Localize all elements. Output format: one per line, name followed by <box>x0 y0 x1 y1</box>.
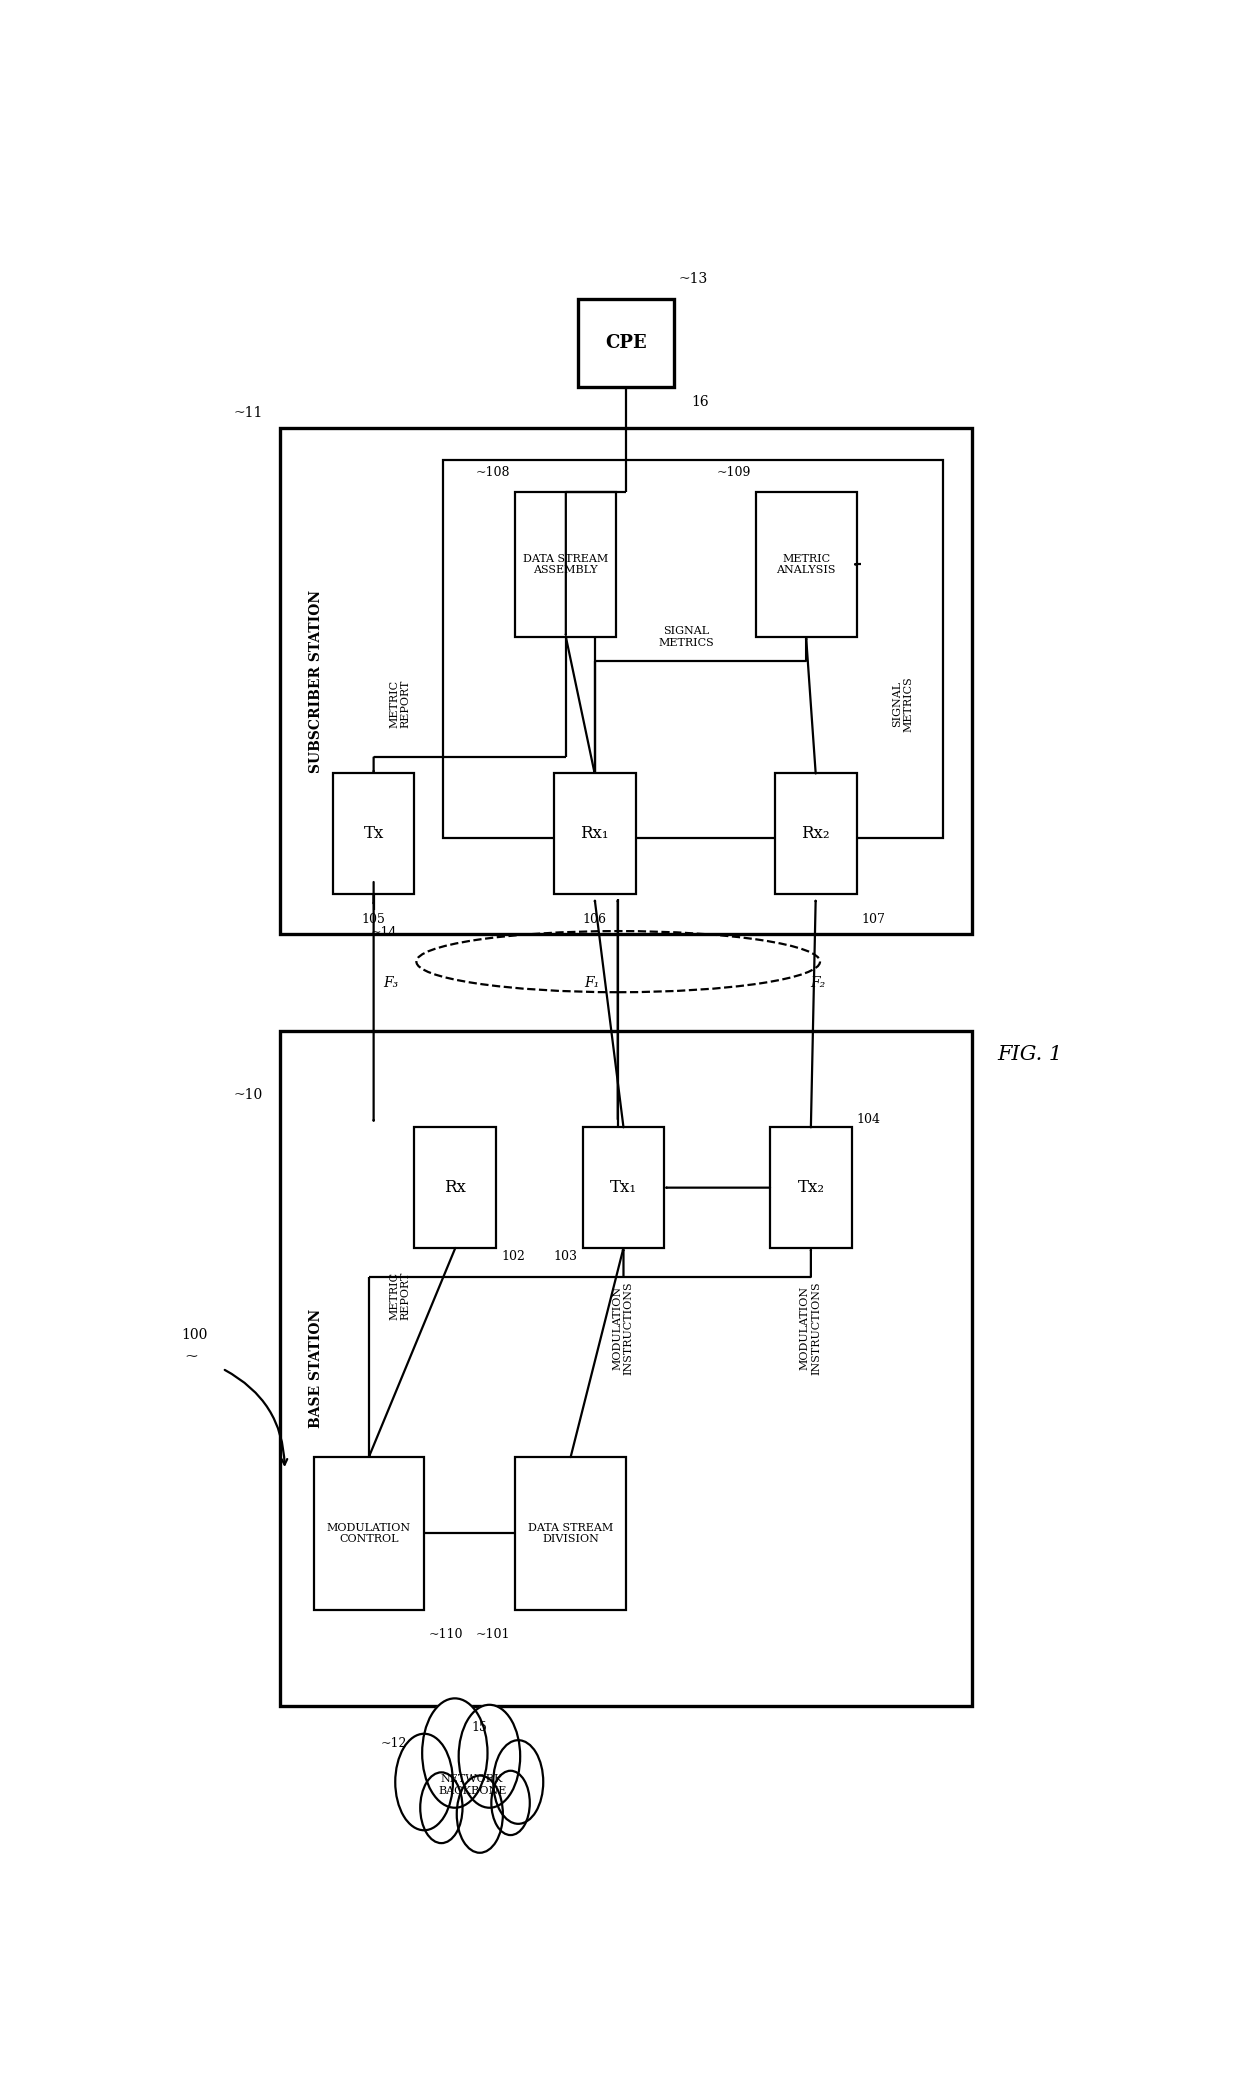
Text: METRIC
REPORT: METRIC REPORT <box>389 681 410 729</box>
Bar <box>332 773 414 894</box>
Text: 107: 107 <box>862 913 885 925</box>
Text: BASE STATION: BASE STATION <box>310 1310 324 1429</box>
Bar <box>755 493 857 637</box>
Text: MODULATION
INSTRUCTIONS: MODULATION INSTRUCTIONS <box>800 1281 821 1375</box>
Circle shape <box>422 1698 487 1807</box>
Text: ~109: ~109 <box>717 466 751 478</box>
Text: 100: 100 <box>181 1329 208 1341</box>
Bar <box>516 493 616 637</box>
Circle shape <box>494 1740 543 1824</box>
Circle shape <box>491 1771 529 1834</box>
Text: 15: 15 <box>472 1721 487 1734</box>
Text: F₁: F₁ <box>584 976 600 990</box>
Text: 102: 102 <box>501 1249 525 1262</box>
Text: ~110: ~110 <box>429 1627 464 1640</box>
Text: ~12: ~12 <box>381 1736 407 1751</box>
Bar <box>583 1128 665 1247</box>
Bar <box>280 1030 972 1707</box>
Text: Rx: Rx <box>444 1178 466 1197</box>
Text: CPE: CPE <box>605 334 647 353</box>
Text: Tx₂: Tx₂ <box>797 1178 825 1197</box>
Text: F₂: F₂ <box>811 976 826 990</box>
Text: Tx₁: Tx₁ <box>610 1178 637 1197</box>
Text: 106: 106 <box>583 913 606 925</box>
Text: METRIC
REPORT: METRIC REPORT <box>389 1272 410 1320</box>
Bar <box>554 773 636 894</box>
Bar <box>414 1128 496 1247</box>
Text: Tx: Tx <box>363 825 384 842</box>
Bar <box>770 1128 852 1247</box>
Text: METRIC
ANALYSIS: METRIC ANALYSIS <box>776 554 836 574</box>
Text: Rx₂: Rx₂ <box>801 825 830 842</box>
Text: F₃: F₃ <box>383 976 398 990</box>
Text: Rx₁: Rx₁ <box>580 825 609 842</box>
Text: 105: 105 <box>362 913 386 925</box>
Text: FIG. 1: FIG. 1 <box>997 1044 1063 1065</box>
Text: ~14: ~14 <box>371 925 397 940</box>
Text: NETWORK
BACKBONE: NETWORK BACKBONE <box>438 1774 506 1797</box>
Text: DATA STREAM
ASSEMBLY: DATA STREAM ASSEMBLY <box>523 554 609 574</box>
Bar <box>444 460 942 838</box>
Text: ~11: ~11 <box>233 405 263 420</box>
Bar <box>314 1458 424 1611</box>
Bar <box>578 299 675 386</box>
Text: 104: 104 <box>857 1113 880 1126</box>
Text: SUBSCRIBER STATION: SUBSCRIBER STATION <box>310 589 324 773</box>
Text: ~: ~ <box>185 1347 198 1364</box>
Text: 103: 103 <box>554 1249 578 1262</box>
Bar <box>775 773 857 894</box>
Bar <box>280 428 972 934</box>
Text: 16: 16 <box>691 395 709 409</box>
Text: ~13: ~13 <box>678 272 708 286</box>
Text: DATA STREAM
DIVISION: DATA STREAM DIVISION <box>528 1523 614 1544</box>
Circle shape <box>396 1734 453 1830</box>
Text: ~101: ~101 <box>476 1627 511 1640</box>
Bar <box>516 1458 626 1611</box>
Text: ~108: ~108 <box>476 466 511 478</box>
Text: MODULATION
CONTROL: MODULATION CONTROL <box>327 1523 410 1544</box>
Circle shape <box>456 1776 503 1853</box>
Circle shape <box>459 1705 521 1807</box>
Circle shape <box>420 1771 463 1842</box>
Text: ~10: ~10 <box>233 1088 263 1103</box>
Text: SIGNAL
METRICS: SIGNAL METRICS <box>658 627 714 648</box>
Text: SIGNAL
METRICS: SIGNAL METRICS <box>892 677 914 731</box>
Text: MODULATION
INSTRUCTIONS: MODULATION INSTRUCTIONS <box>613 1281 634 1375</box>
